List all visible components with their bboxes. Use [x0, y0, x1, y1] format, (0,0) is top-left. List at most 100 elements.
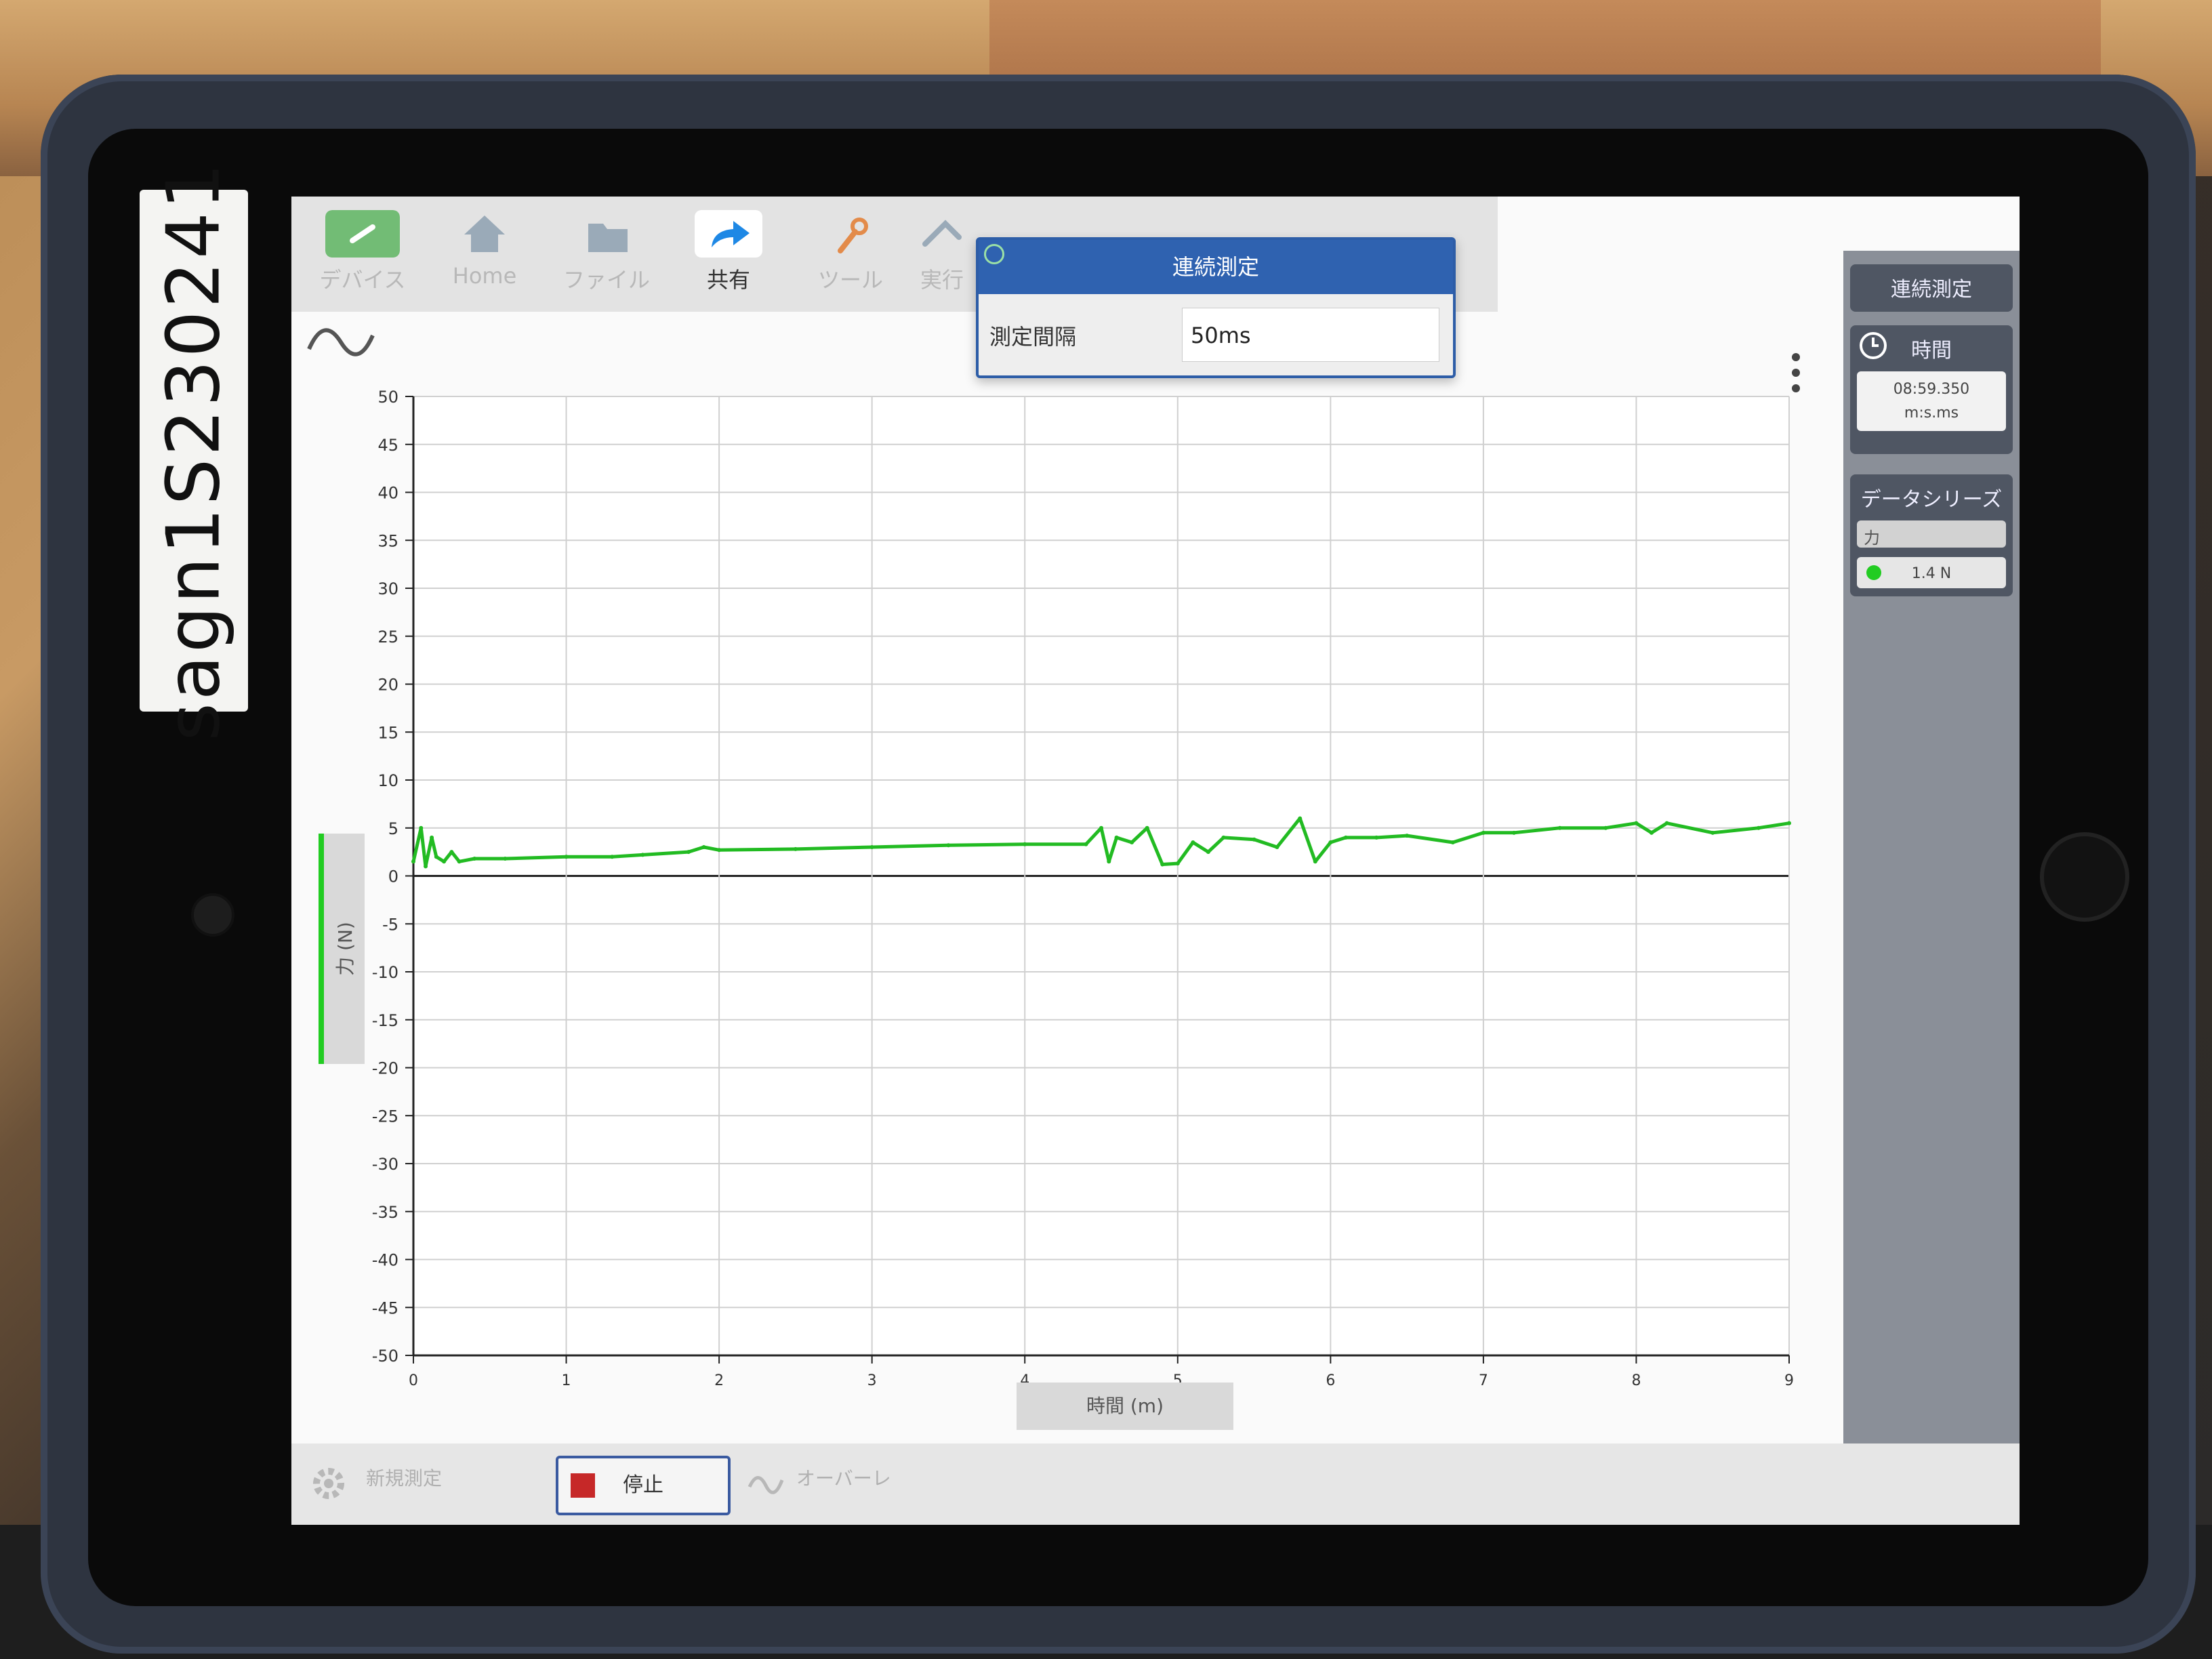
y-tick-label: 5	[388, 819, 398, 838]
mode-panel[interactable]: 連続測定	[1850, 264, 2013, 312]
y-tick-label: 40	[377, 484, 398, 503]
home-icon	[464, 216, 505, 252]
force-data-point	[1275, 845, 1279, 850]
x-tick-label: 2	[714, 1372, 724, 1389]
force-data-point	[472, 857, 477, 861]
data-series-panel[interactable]: データシリーズ 力 1.4 N	[1850, 474, 2013, 596]
force-data-point	[1756, 825, 1761, 830]
force-data-point	[1787, 821, 1791, 825]
force-data-point	[1450, 840, 1455, 844]
y-tick-label: 50	[377, 388, 398, 407]
force-data-point	[442, 859, 447, 864]
overlay-button[interactable]: オーバーレ	[796, 1467, 891, 1490]
toolbar-file-button[interactable]: ファイル	[549, 210, 664, 305]
y-tick-label: 35	[377, 531, 398, 550]
home-button[interactable]	[2040, 832, 2129, 922]
y-tick-label: 30	[377, 579, 398, 598]
force-data-point	[1481, 830, 1486, 835]
force-data-point	[1023, 842, 1027, 846]
force-data-point	[610, 855, 615, 859]
y-tick-label: -20	[372, 1059, 398, 1078]
x-axis-tab[interactable]: 時間 (m)	[1017, 1382, 1233, 1430]
interval-field[interactable]: 50ms	[1182, 308, 1439, 362]
force-data-point	[1650, 830, 1654, 835]
force-series-line	[411, 817, 1790, 868]
time-title: 時間	[1911, 339, 1952, 363]
force-data-point	[1374, 835, 1378, 840]
x-tick-label: 7	[1479, 1372, 1488, 1389]
force-data-point	[1328, 840, 1333, 844]
force-data-point	[430, 835, 434, 840]
series-name-row[interactable]: 力	[1857, 520, 2006, 548]
force-data-point	[449, 850, 454, 855]
y-tick-label: -50	[372, 1347, 398, 1366]
force-data-point	[1603, 825, 1608, 830]
toolbar-device-button[interactable]: デバイス	[305, 210, 420, 305]
force-data-point	[717, 848, 722, 853]
stop-icon	[571, 1473, 595, 1498]
chart-grid	[405, 396, 1790, 1364]
sine-wave-icon[interactable]	[304, 315, 378, 369]
front-camera	[191, 893, 234, 937]
data-series-title: データシリーズ	[1860, 488, 2003, 512]
force-data-point	[1221, 835, 1226, 840]
dialog-status-dot	[984, 244, 1004, 264]
force-data-point	[869, 845, 874, 850]
force-time-chart[interactable]: 50454035302520151050-5-10-15-20-25-30-35…	[291, 366, 1843, 1443]
asset-label-sticker: sagn1S230241	[140, 161, 248, 741]
force-data-point	[1711, 830, 1715, 835]
force-data-point	[1107, 859, 1111, 864]
gear-icon[interactable]	[305, 1460, 352, 1507]
toolbar-run-button[interactable]: 実行	[901, 210, 983, 305]
force-data-point	[1634, 821, 1639, 825]
interval-label: 測定間隔	[989, 324, 1077, 350]
continuous-measure-dialog: 連続測定 測定間隔 50ms	[976, 237, 1456, 378]
y-tick-label: -15	[372, 1011, 398, 1030]
y-tick-label: 10	[377, 771, 398, 790]
toolbar-home-button[interactable]: Home	[427, 210, 542, 305]
asset-label-text: sagn1S230241	[151, 160, 237, 741]
force-data-point	[1145, 825, 1149, 830]
more-options-icon[interactable]	[1782, 349, 1809, 396]
x-tick-label: 3	[867, 1372, 877, 1389]
toolbar-tools-button[interactable]: ツール	[793, 210, 908, 305]
force-data-point	[793, 846, 798, 851]
force-data-point	[1664, 821, 1669, 825]
y-axis-tab[interactable]: 力 (N)	[319, 834, 365, 1064]
force-data-point	[1298, 816, 1303, 821]
y-tick-label: -5	[382, 915, 398, 934]
y-tick-label: -30	[372, 1155, 398, 1174]
force-data-point	[411, 859, 415, 864]
y-tick-label: 20	[377, 676, 398, 695]
stop-label: 停止	[623, 1473, 663, 1497]
x-tick-label: 0	[409, 1372, 418, 1389]
force-data-point	[503, 857, 508, 861]
series-value-row[interactable]: 1.4 N	[1857, 557, 2006, 588]
y-tick-label: -10	[372, 963, 398, 982]
dialog-title: 連続測定	[979, 240, 1453, 294]
x-tick-label: 8	[1631, 1372, 1641, 1389]
force-data-point	[1084, 842, 1088, 846]
toolbar-share-button[interactable]: 共有	[671, 210, 786, 305]
time-value: 08:59.350	[1893, 381, 1970, 398]
run-icon	[922, 220, 962, 247]
force-data-point	[424, 864, 428, 869]
force-data-point	[1130, 840, 1134, 844]
series-value: 1.4 N	[1911, 565, 1952, 582]
y-tick-label: 0	[388, 867, 398, 886]
y-tick-label: -40	[372, 1251, 398, 1270]
app-screen: デバイス Home ファイル 共有 ツール	[291, 197, 2020, 1525]
y-axis-label: 力 (N)	[334, 922, 356, 976]
x-tick-label: 9	[1784, 1372, 1794, 1389]
stop-button[interactable]: 停止	[556, 1456, 731, 1515]
y-tick-label: -45	[372, 1298, 398, 1317]
new-measure-button[interactable]: 新規測定	[366, 1467, 443, 1490]
mode-title: 連続測定	[1891, 278, 1972, 302]
time-unit: m:s.ms	[1904, 405, 1959, 422]
overlay-icon[interactable]	[745, 1462, 786, 1503]
time-panel[interactable]: 時間 08:59.350 m:s.ms	[1850, 325, 2013, 454]
clock-icon	[1860, 332, 1887, 359]
y-tick-label: -25	[372, 1107, 398, 1126]
force-data-point	[1114, 835, 1119, 840]
